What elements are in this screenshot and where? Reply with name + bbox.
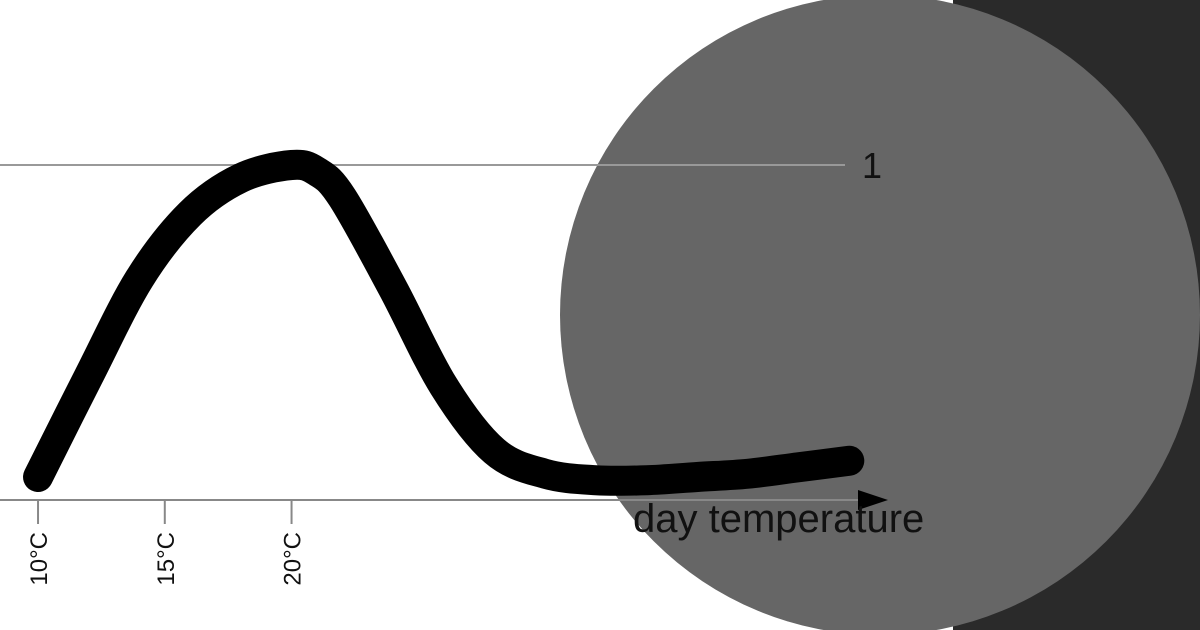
series-line xyxy=(23,149,865,496)
x-axis-ticks: 10°C 15°C 20°C xyxy=(26,500,307,586)
x-tick-label: 10°C xyxy=(26,532,53,586)
x-tick-label: 15°C xyxy=(153,532,180,586)
x-tick-label: 20°C xyxy=(280,532,307,586)
x-axis-arrow xyxy=(858,490,888,510)
reference-line-label: 1 xyxy=(862,145,882,186)
x-axis-label: day temperature xyxy=(633,497,924,541)
